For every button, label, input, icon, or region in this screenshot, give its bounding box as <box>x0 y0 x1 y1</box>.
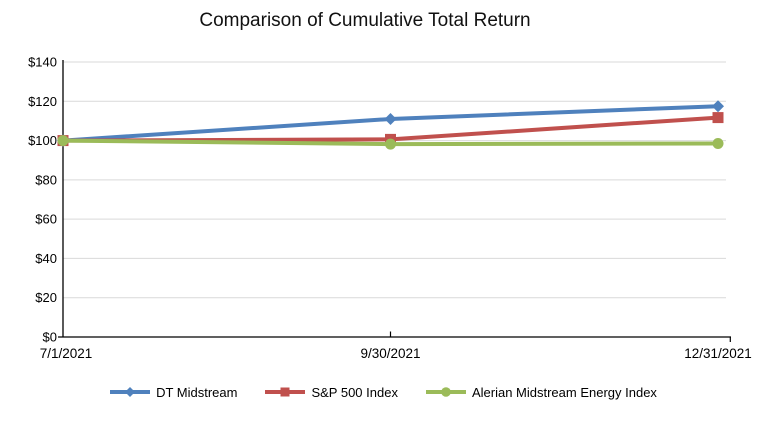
series-marker-alerian-midstream-energy-index <box>57 135 69 147</box>
chart-title: Comparison of Cumulative Total Return <box>199 10 531 31</box>
chart-legend: DT Midstream S&P 500 Index Alerian Midstre… <box>0 380 767 404</box>
y-tick-label: $140 <box>28 55 57 70</box>
legend-label: DT Midstream <box>156 384 238 400</box>
legend-item-dt-midstream: DT Midstream <box>110 385 237 400</box>
legend-marker-circle-icon <box>425 387 466 397</box>
y-tick-label: $80 <box>35 172 57 187</box>
legend-marker-square-icon <box>265 387 306 397</box>
series-marker-s-p-500-index <box>712 112 724 124</box>
x-tick-label: 9/30/2021 <box>360 346 420 361</box>
y-tick-label: $100 <box>28 133 57 148</box>
y-tick-label: $20 <box>35 290 57 305</box>
legend-marker-diamond-icon <box>110 387 151 397</box>
y-tick-label: $120 <box>28 94 57 109</box>
series-marker-alerian-midstream-energy-index <box>712 138 724 150</box>
series-marker-dt-midstream <box>384 112 397 125</box>
legend-label: Alerian Midstream Energy Index <box>471 384 657 400</box>
y-tick-label: $60 <box>35 212 57 227</box>
legend-item-s-p-500-index: S&P 500 Index <box>265 385 398 400</box>
series-marker-dt-midstream <box>712 100 724 113</box>
legend-label: S&P 500 Index <box>311 384 398 400</box>
y-tick-label: $0 <box>43 330 57 345</box>
x-tick-label: 12/31/2021 <box>684 346 752 361</box>
legend-item-alerian-midstream-energy-index: Alerian Midstream Energy Index <box>425 384 657 400</box>
x-tick-label: 7/1/2021 <box>40 346 93 361</box>
y-tick-label: $40 <box>35 251 57 266</box>
series-marker-alerian-midstream-energy-index <box>385 138 396 150</box>
